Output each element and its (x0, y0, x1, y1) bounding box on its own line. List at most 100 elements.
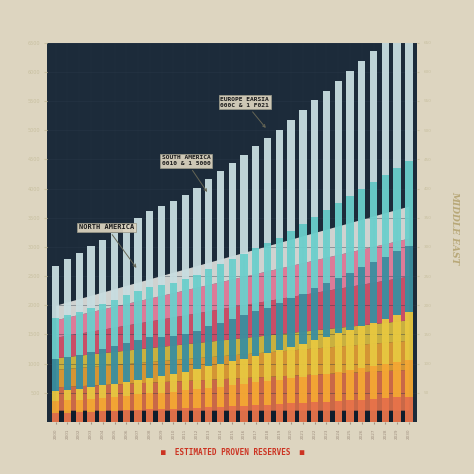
Bar (123, 295, 130, 343)
Bar (240, 315, 248, 358)
Bar (228, 319, 236, 361)
Bar (135, 410, 142, 422)
Bar (158, 409, 165, 422)
Bar (405, 246, 412, 312)
Bar (158, 206, 165, 285)
Bar (158, 392, 165, 409)
Bar (205, 269, 212, 327)
Bar (240, 254, 248, 315)
Bar (276, 350, 283, 380)
Bar (405, 397, 412, 422)
Bar (170, 201, 177, 283)
Bar (99, 398, 106, 411)
Bar (99, 349, 106, 385)
Bar (311, 375, 319, 402)
Text: EUROPE EARSIA
000C & 1 F021: EUROPE EARSIA 000C & 1 F021 (220, 97, 269, 127)
Bar (111, 300, 118, 346)
Bar (87, 308, 95, 352)
Bar (288, 120, 295, 231)
Bar (393, 168, 401, 251)
Bar (382, 175, 389, 257)
Bar (52, 401, 59, 413)
Bar (264, 308, 271, 353)
Bar (311, 340, 319, 375)
Bar (370, 51, 377, 182)
Bar (64, 401, 71, 413)
Bar (311, 288, 319, 340)
Bar (146, 337, 154, 378)
Text: ■  ESTIMATED PROVEN RESERVES  ■: ■ ESTIMATED PROVEN RESERVES ■ (161, 448, 304, 457)
Bar (370, 366, 377, 399)
Bar (311, 402, 319, 422)
Bar (75, 253, 83, 311)
Bar (217, 364, 224, 387)
Bar (358, 400, 365, 422)
Bar (64, 259, 71, 315)
Bar (299, 377, 307, 403)
Bar (346, 71, 354, 196)
Bar (182, 390, 189, 408)
Bar (146, 393, 154, 410)
Bar (323, 337, 330, 374)
Bar (240, 358, 248, 384)
Bar (217, 323, 224, 364)
Bar (146, 211, 154, 287)
Bar (299, 403, 307, 422)
Bar (405, 20, 412, 161)
Bar (99, 385, 106, 398)
Bar (135, 340, 142, 380)
Bar (205, 179, 212, 269)
Bar (135, 219, 142, 291)
Bar (228, 259, 236, 319)
Bar (393, 251, 401, 315)
Bar (252, 405, 259, 422)
Bar (370, 323, 377, 366)
Bar (135, 380, 142, 394)
Bar (217, 387, 224, 407)
Bar (288, 347, 295, 378)
Bar (193, 188, 201, 275)
Bar (111, 411, 118, 422)
Bar (52, 413, 59, 422)
Bar (182, 195, 189, 279)
Bar (346, 273, 354, 330)
Text: SOUTH AMERICA
0010 & 1 5000: SOUTH AMERICA 0010 & 1 5000 (162, 155, 210, 191)
Bar (123, 382, 130, 395)
Bar (346, 330, 354, 370)
Bar (252, 146, 259, 248)
Bar (193, 275, 201, 330)
Bar (276, 380, 283, 404)
Bar (158, 337, 165, 376)
Text: MIDDLE EAST: MIDDLE EAST (451, 191, 459, 264)
Bar (75, 412, 83, 422)
Text: NORTH AMERICA: NORTH AMERICA (79, 224, 136, 267)
Bar (146, 287, 154, 337)
Bar (228, 163, 236, 259)
Bar (346, 400, 354, 422)
Bar (405, 312, 412, 360)
Bar (205, 407, 212, 422)
Bar (123, 343, 130, 382)
Bar (346, 370, 354, 400)
Bar (382, 398, 389, 422)
Bar (123, 226, 130, 295)
Bar (393, 315, 401, 362)
Bar (217, 264, 224, 323)
Bar (111, 397, 118, 411)
Bar (111, 346, 118, 384)
Bar (264, 353, 271, 381)
Bar (323, 210, 330, 283)
Bar (264, 405, 271, 422)
Bar (323, 91, 330, 210)
Bar (335, 203, 342, 278)
Bar (335, 333, 342, 372)
Bar (170, 336, 177, 374)
Bar (170, 392, 177, 409)
Bar (323, 283, 330, 337)
Bar (311, 217, 319, 288)
Bar (393, 362, 401, 397)
Bar (182, 279, 189, 334)
Bar (52, 391, 59, 401)
Bar (299, 110, 307, 224)
Bar (135, 291, 142, 340)
